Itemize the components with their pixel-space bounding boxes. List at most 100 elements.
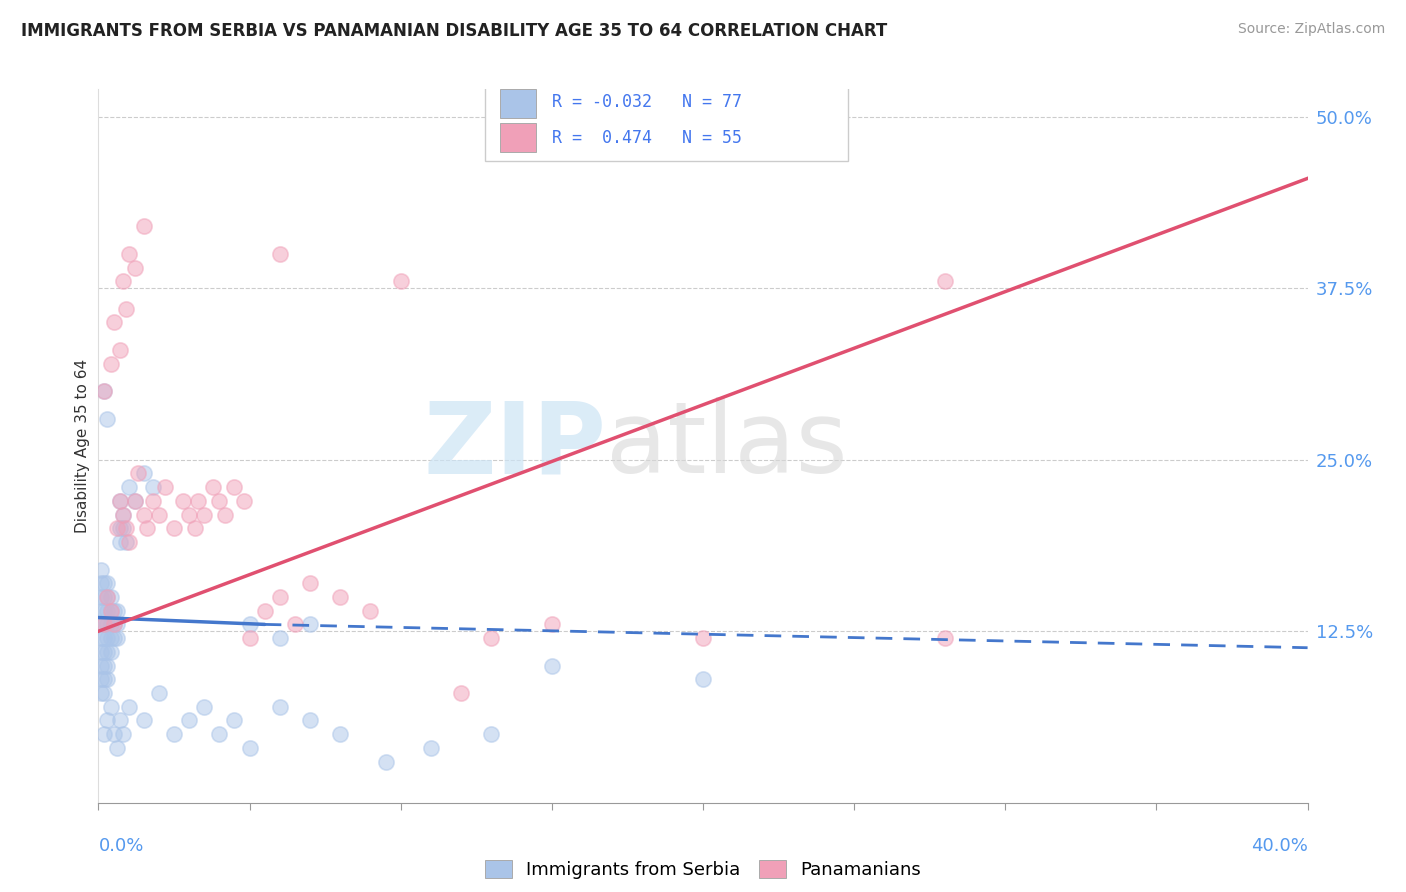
Point: [148, 686, 170, 700]
Point: [114, 301, 136, 316]
Point: [172, 494, 194, 508]
Point: [90, 658, 112, 673]
Point: [105, 631, 128, 645]
Point: [114, 535, 136, 549]
Point: [148, 508, 170, 522]
Point: [193, 699, 215, 714]
Point: [163, 521, 186, 535]
Point: [114, 521, 136, 535]
Point: [163, 727, 186, 741]
Point: [103, 316, 125, 330]
Point: [108, 494, 131, 508]
Point: [100, 604, 122, 618]
Point: [239, 617, 262, 632]
Point: [214, 508, 236, 522]
Point: [124, 494, 146, 508]
Point: [93, 617, 115, 632]
Point: [299, 576, 322, 591]
Point: [269, 247, 291, 261]
Point: [481, 631, 503, 645]
Point: [232, 494, 254, 508]
Point: [142, 494, 165, 508]
Point: [100, 699, 122, 714]
Point: [96, 645, 118, 659]
Y-axis label: Disability Age 35 to 64: Disability Age 35 to 64: [75, 359, 90, 533]
Bar: [501, 123, 536, 152]
Point: [118, 247, 141, 261]
Point: [105, 521, 128, 535]
Point: [299, 617, 322, 632]
Point: [93, 576, 115, 591]
Point: [202, 480, 225, 494]
Point: [127, 467, 149, 481]
Text: Source: ZipAtlas.com: Source: ZipAtlas.com: [1237, 22, 1385, 37]
Point: [450, 686, 472, 700]
Point: [239, 631, 262, 645]
Point: [284, 617, 307, 632]
Point: [105, 740, 128, 755]
Point: [93, 617, 115, 632]
Point: [269, 699, 291, 714]
Point: [118, 699, 141, 714]
Point: [692, 673, 714, 687]
Point: [90, 673, 112, 687]
Point: [420, 740, 443, 755]
Point: [329, 590, 352, 604]
Legend: Immigrants from Serbia, Panamanians: Immigrants from Serbia, Panamanians: [478, 853, 928, 887]
Point: [96, 617, 118, 632]
Text: ZIP: ZIP: [423, 398, 606, 494]
Point: [132, 714, 155, 728]
Point: [132, 219, 155, 234]
Point: [96, 714, 118, 728]
Point: [90, 631, 112, 645]
Point: [93, 384, 115, 398]
Point: [108, 494, 131, 508]
Point: [111, 521, 134, 535]
Point: [108, 535, 131, 549]
Point: [224, 480, 246, 494]
Point: [100, 631, 122, 645]
Point: [111, 727, 134, 741]
Point: [96, 604, 118, 618]
Point: [93, 631, 115, 645]
Point: [103, 727, 125, 741]
Point: [184, 521, 207, 535]
Point: [103, 617, 125, 632]
Point: [105, 604, 128, 618]
Point: [93, 673, 115, 687]
Point: [100, 604, 122, 618]
Point: [108, 521, 131, 535]
Point: [934, 631, 956, 645]
Text: atlas: atlas: [606, 398, 848, 494]
Point: [224, 714, 246, 728]
Point: [96, 673, 118, 687]
Point: [96, 411, 118, 425]
Bar: [501, 89, 536, 118]
Point: [100, 645, 122, 659]
Point: [103, 617, 125, 632]
Point: [208, 727, 231, 741]
Point: [90, 645, 112, 659]
Point: [540, 658, 562, 673]
Point: [108, 343, 131, 357]
Point: [93, 727, 115, 741]
Point: [103, 631, 125, 645]
Point: [96, 631, 118, 645]
Point: [540, 617, 562, 632]
Point: [692, 631, 714, 645]
Point: [103, 604, 125, 618]
Point: [124, 494, 146, 508]
Point: [179, 508, 201, 522]
Point: [124, 260, 146, 275]
Point: [142, 480, 165, 494]
Point: [187, 494, 209, 508]
Point: [374, 755, 396, 769]
Point: [90, 590, 112, 604]
Point: [90, 617, 112, 632]
Point: [111, 508, 134, 522]
Point: [93, 658, 115, 673]
Point: [132, 508, 155, 522]
Point: [93, 645, 115, 659]
Point: [193, 508, 215, 522]
Point: [132, 467, 155, 481]
